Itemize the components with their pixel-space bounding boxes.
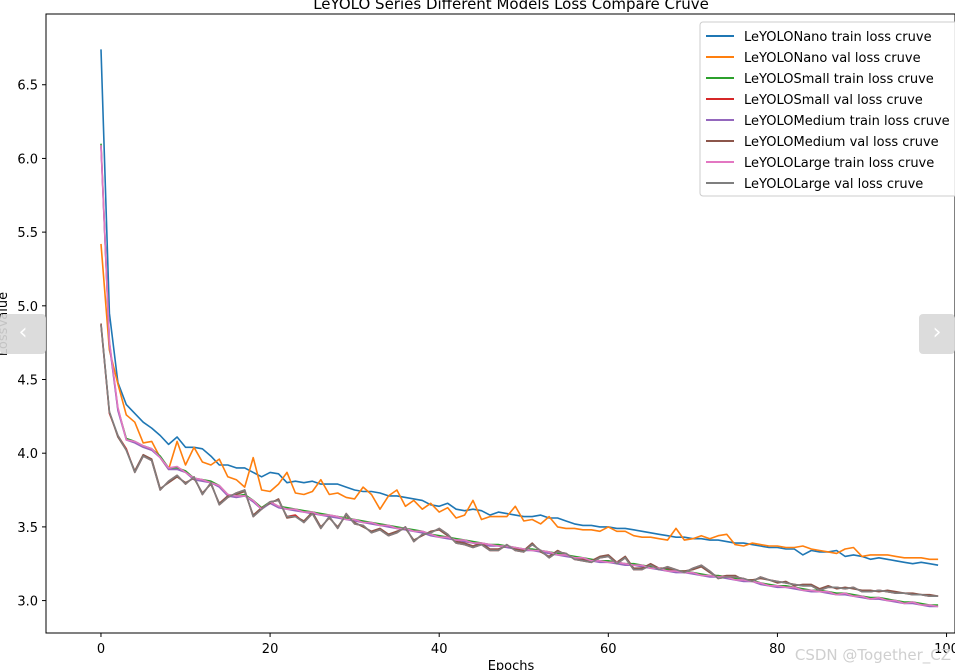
chart-title: LeYOLO Series Different Models Loss Comp… <box>313 0 709 13</box>
legend-label: LeYOLOSmall train loss cruve <box>744 72 934 87</box>
y-tick-label: 4.5 <box>17 374 38 389</box>
series-layer <box>100 49 939 608</box>
series-line-8 <box>100 324 939 598</box>
chevron-left-icon: ‹ <box>18 320 28 345</box>
legend-label: LeYOLOLarge val loss cruve <box>744 177 923 192</box>
legend-label: LeYOLOMedium val loss cruve <box>744 135 939 150</box>
y-tick-label: 4.0 <box>17 447 38 462</box>
y-tick-label: 3.5 <box>17 521 38 536</box>
legend-label: LeYOLOLarge train loss cruve <box>744 156 934 171</box>
x-tick-label: 40 <box>431 642 448 657</box>
x-tick-label: 0 <box>97 642 105 657</box>
legend-label: LeYOLOMedium train loss cruve <box>744 114 950 129</box>
legend-label: LeYOLONano train loss cruve <box>744 30 932 45</box>
x-axis-label: Epochs <box>488 659 535 670</box>
x-tick-label: 80 <box>769 642 786 657</box>
next-arrow-button[interactable]: › <box>919 314 955 354</box>
series-line-5 <box>100 146 939 608</box>
series-line-7 <box>100 145 939 608</box>
series-line-1 <box>100 49 939 566</box>
legend-label: LeYOLOSmall val loss cruve <box>744 93 923 108</box>
previous-arrow-button[interactable]: ‹ <box>0 314 46 354</box>
legend: LeYOLONano train loss cruve LeYOLONano va… <box>699 21 955 197</box>
x-tick-label: 100 <box>934 642 955 657</box>
axes-frame <box>45 13 955 634</box>
y-tick-label: 5.0 <box>17 300 38 315</box>
legend-label: LeYOLONano val loss cruve <box>744 51 921 66</box>
x-tick-label: 20 <box>262 642 279 657</box>
watermark: CSDN @Together_CZ <box>794 646 951 664</box>
series-line-3 <box>100 143 939 606</box>
x-tick-label: 60 <box>600 642 617 657</box>
y-tick-label: 3.0 <box>17 595 38 610</box>
chevron-right-icon: › <box>932 320 942 345</box>
series-line-6 <box>100 323 939 597</box>
y-tick-label: 5.5 <box>17 226 38 241</box>
series-line-4 <box>100 324 939 598</box>
legend-box <box>699 21 955 197</box>
y-tick-label: 6.5 <box>17 79 38 94</box>
y-tick-label: 6.0 <box>17 152 38 167</box>
ticks-layer: 0 20 40 60 80 100 3.0 3.5 4.0 4.5 5.0 5.5 6.0 6.5 <box>17 79 955 657</box>
series-line-2 <box>100 243 939 561</box>
